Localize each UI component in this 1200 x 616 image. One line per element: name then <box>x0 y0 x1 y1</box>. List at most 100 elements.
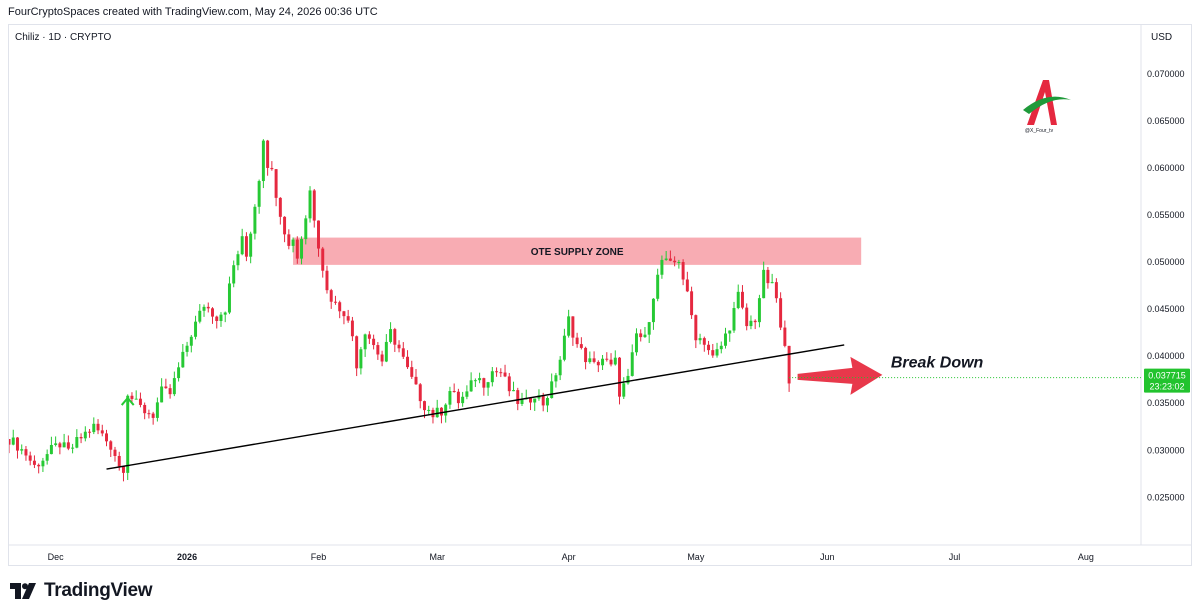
candle-body <box>71 447 75 449</box>
candle-body <box>346 316 350 321</box>
candle-body <box>312 190 316 221</box>
candle-body <box>253 206 257 234</box>
candle-body <box>651 298 655 323</box>
chart-frame[interactable]: OTE SUPPLY ZONE Break Down USD 0.070000 0.… <box>7 24 1192 566</box>
candle-body <box>147 413 151 415</box>
last-price-value: 0.037715 <box>1148 371 1186 381</box>
candle-body <box>333 301 337 303</box>
candle-body <box>113 449 117 456</box>
candle-body <box>486 382 490 388</box>
candle-body <box>372 338 376 346</box>
candle-body <box>194 321 198 337</box>
break-down-arrow <box>797 356 883 395</box>
candle-body <box>753 320 757 323</box>
candle-body <box>715 349 719 356</box>
logo-swoosh <box>1023 96 1071 114</box>
candle-body <box>308 190 312 219</box>
candle-body <box>266 140 270 168</box>
chart-header: FourCryptoSpaces created with TradingVie… <box>8 6 378 18</box>
candle-body <box>155 402 159 418</box>
candle-body <box>62 442 66 448</box>
candle-body <box>473 380 477 382</box>
axes-layer: USD 0.070000 0.065000 0.060000 0.055000 0.050… <box>9 25 1191 562</box>
time-tick-label: Feb <box>311 552 327 562</box>
footer: TradingView <box>0 572 1200 616</box>
candle-body <box>406 356 410 368</box>
candle-body <box>138 398 142 405</box>
candle-body <box>461 396 465 404</box>
tradingview-logo[interactable]: TradingView <box>10 580 153 602</box>
candle-body <box>28 455 32 461</box>
candle-body <box>359 349 363 369</box>
candle-body <box>541 395 545 406</box>
candle-body <box>189 336 193 346</box>
candle-body <box>66 442 70 449</box>
candle-body <box>7 439 11 445</box>
tradingview-icon <box>10 583 36 599</box>
candle-body <box>100 430 104 434</box>
candle-body <box>668 258 672 261</box>
candle-body <box>418 384 422 402</box>
candle-body <box>363 334 367 350</box>
candle-body <box>329 290 333 302</box>
candle-body <box>185 345 189 352</box>
candle-body <box>20 449 24 451</box>
candle-body <box>380 354 384 362</box>
candle-body <box>223 312 227 315</box>
bar-countdown: 23:23:02 <box>1149 382 1184 392</box>
candle-body <box>630 352 634 376</box>
candle-body <box>478 378 482 381</box>
trendline-layer <box>106 344 845 470</box>
candle-body <box>592 358 596 362</box>
candle-body <box>656 274 660 299</box>
candle-body <box>579 344 583 348</box>
candle-body <box>512 390 516 392</box>
candle-body <box>677 262 681 264</box>
candle-body <box>681 262 685 280</box>
candle-body <box>456 391 460 404</box>
candle-body <box>295 239 299 259</box>
candle-body <box>261 140 265 182</box>
supply-zone-label: OTE SUPPLY ZONE <box>531 247 624 258</box>
candle-body <box>575 337 579 345</box>
annotation-layer: Break Down <box>120 354 984 423</box>
candle-body <box>177 367 181 379</box>
candle-body <box>439 407 443 416</box>
candle-body <box>160 386 164 403</box>
candle-body <box>274 169 278 198</box>
candle-body <box>96 423 100 431</box>
time-tick-label: Jul <box>949 552 961 562</box>
price-tick-label: 0.065000 <box>1147 116 1185 126</box>
candle-body <box>367 334 371 339</box>
candle-body <box>736 291 740 309</box>
candle-body <box>168 388 172 395</box>
candle-body <box>465 391 469 397</box>
candle-body <box>724 333 727 346</box>
candle-body <box>732 308 736 331</box>
candle-body <box>219 314 223 322</box>
candle-body <box>397 344 401 349</box>
candle-body <box>774 282 778 299</box>
candle-body <box>278 197 282 217</box>
candle-body <box>321 248 325 271</box>
candle-body <box>211 308 214 317</box>
candle-body <box>740 291 744 308</box>
candle-body <box>134 398 138 400</box>
candle-body <box>647 322 651 335</box>
price-tick-label: 0.070000 <box>1147 69 1185 79</box>
candle-body <box>770 282 774 284</box>
candle-body <box>571 316 575 338</box>
candle-body <box>304 218 308 240</box>
candle-body <box>24 449 28 456</box>
candle-body <box>83 431 87 439</box>
candle-body <box>690 291 694 316</box>
time-tick-label: May <box>687 552 705 562</box>
candle-body <box>232 265 236 284</box>
price-chart[interactable]: OTE SUPPLY ZONE Break Down USD 0.070000 0.… <box>7 25 1191 565</box>
candle-body <box>664 258 668 260</box>
currency-label: USD <box>1151 32 1172 43</box>
candle-body <box>554 375 558 382</box>
candle-body <box>643 334 647 338</box>
price-tick-label: 0.055000 <box>1147 210 1185 220</box>
candle-body <box>495 371 499 373</box>
